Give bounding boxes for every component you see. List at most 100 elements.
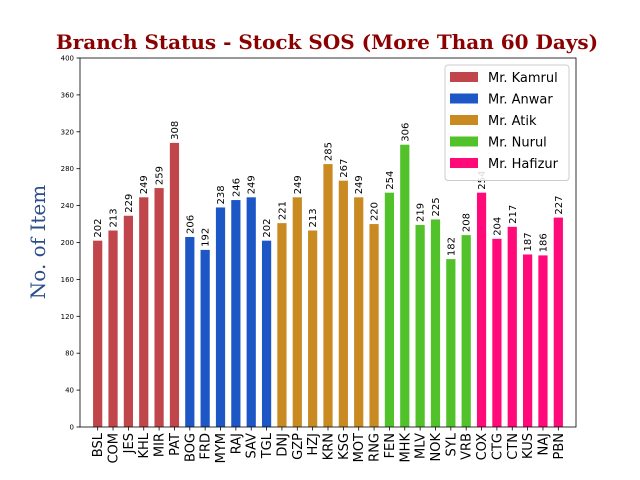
x-tick-label-bsl: BSL [91,432,106,457]
data-label-ksg: 267 [339,159,350,178]
data-label-sav: 249 [247,175,258,194]
bar-com [108,230,118,427]
bar-vrb [461,235,471,427]
data-label-mhk: 306 [400,123,411,142]
axes-frame [79,57,577,428]
legend-label-mr-anwar: Mr. Anwar [488,93,553,108]
data-label-bsl: 202 [93,219,104,238]
x-tick-label-naj: NAJ [536,433,551,455]
legend-swatch-mr-kamrul [450,72,478,82]
x-tick-label-nok: NOK [429,433,444,462]
x-tick-label-cox: COX [475,433,490,460]
legend-label-mr-nurul: Mr. Nurul [488,136,547,151]
bar-khl [139,197,149,427]
x-tick-label-vrb: VRB [460,433,475,460]
data-label-raj: 246 [231,178,242,197]
y-tick-label-400: 400 [61,55,74,63]
bar-rng [369,224,379,427]
bar-ctg [492,238,502,427]
x-tick-label-kus: KUS [521,433,536,459]
y-tick-label-200: 200 [61,239,74,247]
data-label-naj: 186 [538,233,549,252]
bar-sav [246,197,256,427]
x-tick-label-jes: JES [122,433,137,454]
legend-label-mr-kamrul: Mr. Kamrul [488,71,558,86]
data-label-mir: 259 [155,166,166,185]
legend: Mr. Kamrul Mr. Anwar Mr. Atik Mr. Nurul Mr. … [444,64,570,181]
data-label-jes: 229 [124,194,135,213]
bar-jes [123,215,133,427]
x-tick-label-raj: RAJ [229,433,244,454]
y-tick-label-240: 240 [61,202,74,210]
x-tick-label-ksg: KSG [337,433,352,460]
x-tick-label-mot: MOT [352,433,367,462]
x-tick-label-mir: MIR [153,433,168,457]
data-label-krn: 285 [324,142,335,161]
y-axis-label: No. of Item [26,185,50,299]
y-tick-label-320: 320 [61,128,74,136]
data-label-khl: 249 [139,175,150,194]
data-label-dnj: 221 [277,201,288,220]
x-tick-label-gzp: GZP [291,433,306,460]
bar-mir [154,188,164,427]
legend-swatch-mr-atik [450,115,478,125]
bar-naj [538,255,548,427]
x-tick-label-fen: FEN [383,433,398,458]
bar-dnj [277,223,287,427]
data-label-bog: 206 [185,215,196,234]
x-tick-label-sav: SAV [245,433,260,459]
bar-krn [323,164,333,427]
bar-mhk [400,144,410,427]
y-tick-label-280: 280 [61,165,74,173]
data-label-nok: 225 [431,197,442,216]
bar-pbn [553,217,563,427]
data-label-hzj: 213 [308,208,319,227]
x-tick-label-pbn: PBN [552,433,567,459]
y-tick-label-360: 360 [61,91,74,99]
x-tick-label-hzj: HZJ [306,433,321,456]
chart-title: Branch Status - Stock SOS (More Than 60 … [56,30,598,54]
bar-hzj [308,230,318,427]
y-tick-label-0: 0 [70,424,74,432]
legend-label-mr-hafizur: Mr. Hafizur [488,157,559,172]
bar-mym [215,207,226,427]
y-tick-label-80: 80 [65,350,74,358]
data-label-ctg: 204 [492,217,503,236]
bar-fen [384,192,395,427]
x-tick-label-dnj: DNJ [275,433,290,457]
x-tick-label-rng: RNG [368,433,383,462]
x-tick-label-krn: KRN [322,433,337,460]
bar-nok [430,219,441,427]
bar-cox [476,192,487,427]
data-label-mlv: 219 [416,203,427,222]
data-label-frd: 192 [201,228,212,247]
x-tick-label-mhk: MHK [398,433,413,463]
x-tick-label-tgl: TGL [260,432,275,459]
x-tick-label-mlv: MLV [414,433,429,459]
x-tick-label-khl: KHL [137,432,152,458]
bar-tgl [261,240,272,427]
data-label-pat: 308 [170,121,181,140]
bar-kus [523,254,533,427]
bar-syl [446,259,456,427]
data-label-rng: 220 [370,202,381,221]
data-label-gzp: 249 [293,175,304,194]
bar-ksg [338,180,348,427]
bar-gzp [292,197,302,427]
data-label-kus: 187 [523,232,534,251]
x-tick-label-ctn: CTN [506,433,521,460]
data-label-fen: 254 [385,171,396,190]
x-tick-label-mym: MYM [214,433,229,463]
bar-bsl [93,240,103,427]
plot-area: 202 BSL 213 COM 229 JES 249 KHL 259 MIR 308 PAT 206 B… [61,55,577,464]
data-label-syl: 182 [446,237,457,256]
x-tick-label-syl: SYL [444,432,459,456]
y-tick-label-120: 120 [61,313,74,321]
data-label-mym: 238 [216,185,227,204]
y-tick-label-40: 40 [65,387,74,395]
legend-swatch-mr-nurul [450,136,478,147]
data-label-vrb: 208 [462,213,473,232]
data-label-tgl: 202 [262,219,273,238]
bar-pat [169,142,180,427]
